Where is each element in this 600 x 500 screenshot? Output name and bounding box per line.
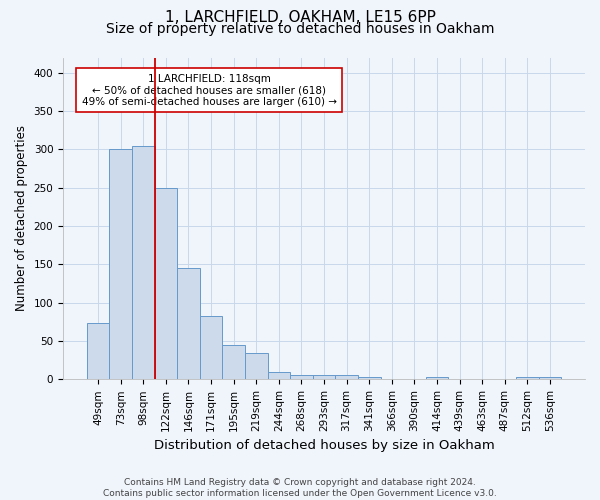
Bar (155, 188, 177, 380)
Bar (539, 377, 561, 380)
X-axis label: Distribution of detached houses by size in Oakham: Distribution of detached houses by size … (154, 440, 494, 452)
Bar (358, 377, 380, 380)
Bar (245, 354, 268, 380)
Bar (290, 374, 313, 380)
Bar (223, 345, 245, 380)
Bar (200, 316, 223, 380)
Text: Size of property relative to detached houses in Oakham: Size of property relative to detached ho… (106, 22, 494, 36)
Bar (87, 324, 109, 380)
Bar (268, 372, 290, 380)
Bar (425, 377, 448, 380)
Bar (335, 374, 358, 380)
Text: Contains HM Land Registry data © Crown copyright and database right 2024.
Contai: Contains HM Land Registry data © Crown c… (103, 478, 497, 498)
Y-axis label: Number of detached properties: Number of detached properties (15, 126, 28, 312)
Text: 1, LARCHFIELD, OAKHAM, LE15 6PP: 1, LARCHFIELD, OAKHAM, LE15 6PP (164, 10, 436, 25)
Bar (313, 374, 335, 380)
Bar (132, 146, 155, 380)
Bar (109, 150, 132, 380)
Text: 1 LARCHFIELD: 118sqm
← 50% of detached houses are smaller (618)
49% of semi-deta: 1 LARCHFIELD: 118sqm ← 50% of detached h… (82, 74, 337, 107)
Bar (177, 268, 200, 380)
Bar (516, 377, 539, 380)
